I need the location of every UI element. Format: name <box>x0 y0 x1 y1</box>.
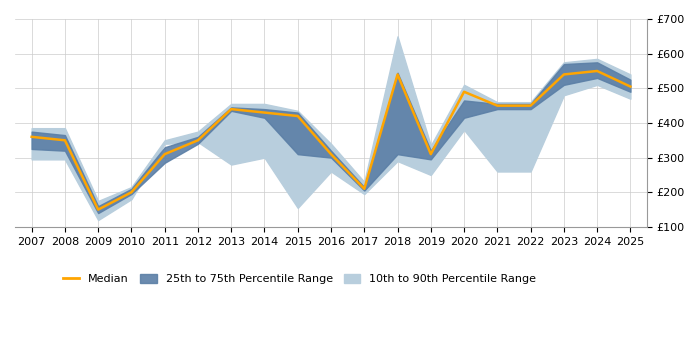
Median <box>526 104 535 108</box>
Median <box>426 152 435 156</box>
Median <box>493 104 501 108</box>
Median <box>293 114 302 118</box>
Median <box>127 190 136 194</box>
Median <box>393 72 402 77</box>
Median <box>227 107 235 111</box>
Median <box>460 90 468 94</box>
Median <box>61 138 69 142</box>
Median <box>94 208 102 212</box>
Median <box>327 152 335 156</box>
Line: Median: Median <box>32 71 631 210</box>
Median <box>560 72 568 77</box>
Legend: Median, 25th to 75th Percentile Range, 10th to 90th Percentile Range: Median, 25th to 75th Percentile Range, 1… <box>58 270 540 289</box>
Median <box>260 111 269 115</box>
Median <box>27 135 36 139</box>
Median <box>160 152 169 156</box>
Median <box>593 69 601 73</box>
Median <box>194 138 202 142</box>
Median <box>626 84 635 89</box>
Median <box>360 187 368 191</box>
